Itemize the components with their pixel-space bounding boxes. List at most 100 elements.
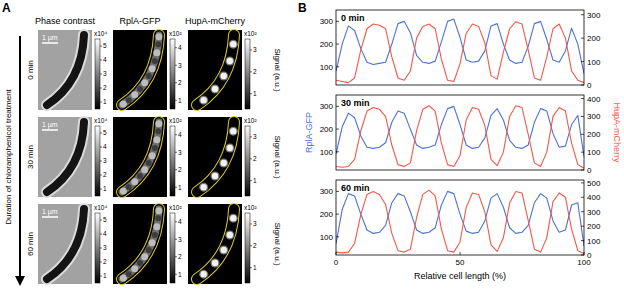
y2-tick-label: 300	[587, 112, 601, 121]
y2-tick	[581, 98, 584, 99]
colorbar-tick	[175, 152, 177, 153]
colorbar-tick-label: 4	[103, 143, 107, 150]
nucleoid-halo	[229, 40, 238, 49]
ribosome-region	[153, 136, 160, 143]
y2-tick	[581, 182, 584, 183]
cell	[47, 122, 84, 192]
colorbar-tick	[175, 256, 177, 257]
colorbar-tick-label: 2	[178, 253, 182, 260]
y-tick	[336, 44, 339, 45]
colorbar-tick	[250, 267, 252, 268]
colorbar-tick	[250, 223, 252, 224]
y2-tick-label: 300	[587, 11, 601, 20]
micrograph	[113, 30, 167, 110]
nucleoid	[212, 260, 218, 266]
nucleoid-shadow	[146, 73, 152, 79]
colorbar-tick-label: 1	[178, 271, 182, 278]
panel-label: A	[2, 1, 11, 15]
ribosome-region	[131, 265, 138, 272]
colorbar	[95, 39, 100, 109]
nucleoid-halo	[211, 259, 220, 268]
y2-tick	[581, 255, 584, 256]
y2-tick	[581, 226, 584, 227]
nucleoid-halo	[225, 231, 234, 240]
nucleoid-shadow	[137, 260, 143, 266]
image-background	[38, 204, 92, 284]
cell-halo	[47, 122, 84, 192]
x-tick-label: 100	[577, 258, 591, 267]
y2-tick	[581, 85, 584, 86]
colorbar-tick	[250, 180, 252, 181]
row-label: 0 min	[26, 60, 35, 80]
colorbar	[170, 213, 175, 283]
y2-tick	[581, 211, 584, 212]
colorbar-tick	[100, 46, 102, 47]
colorbar-tick	[100, 276, 102, 277]
arrow-shaft	[19, 36, 21, 278]
nucleoid-halo	[199, 183, 208, 192]
colorbar-exponent: x10²	[244, 117, 257, 124]
colorbar-tick	[100, 88, 102, 89]
cell-interior	[197, 35, 234, 105]
colorbar-tick-label: 1	[178, 97, 182, 104]
y2-tick	[581, 116, 584, 117]
scale-bar-label: 1 µm	[42, 34, 58, 42]
nucleoid-halo	[199, 96, 208, 105]
colorbar-tick	[175, 221, 177, 222]
y-tick	[336, 21, 339, 22]
colorbar-tick-label: 3	[178, 62, 182, 69]
plot-area	[336, 19, 584, 83]
cell-halo	[47, 35, 84, 105]
colorbar-tick	[250, 245, 252, 246]
colorbar-tick	[100, 262, 102, 263]
nucleoid	[227, 145, 233, 151]
nucleoid-halo	[199, 270, 208, 279]
column-header: RplA-GFP	[119, 16, 160, 26]
cell-outline	[197, 122, 234, 192]
y-tick	[336, 106, 339, 107]
ribosome-region	[141, 79, 148, 86]
scale-bar-label: 1 µm	[42, 121, 58, 129]
nucleoid	[200, 97, 206, 103]
colorbar-exponent: x10²	[169, 117, 182, 124]
nucleoid	[212, 86, 218, 92]
y-tick-label: 100	[320, 148, 334, 157]
x-tick	[460, 252, 461, 255]
y-tick	[336, 236, 339, 237]
colorbar-tick-label: 1	[103, 98, 107, 105]
colorbar	[245, 213, 250, 283]
data-line	[336, 190, 584, 253]
scale-bar-label: 1 µm	[42, 208, 58, 216]
y2-tick-label: 200	[587, 34, 601, 43]
y2-tick-label: 100	[587, 148, 601, 157]
data-line	[336, 106, 584, 156]
colorbar-tick	[100, 248, 102, 249]
ribosome-region	[141, 253, 148, 260]
y-tick-label: 100	[320, 233, 334, 242]
colorbar	[170, 126, 175, 196]
x-tick-label: 50	[456, 258, 465, 267]
plot-frame	[336, 180, 584, 255]
colorbar-exponent: x10²	[244, 204, 257, 211]
nucleoid-shadow	[137, 173, 143, 179]
colorbar-tick-label: 5	[103, 129, 107, 136]
y2-tick-label: 300	[587, 208, 601, 217]
colorbar-tick	[175, 100, 177, 101]
colorbar-tick	[100, 102, 102, 103]
scale-bar	[42, 216, 58, 218]
y2-tick-label: 0	[587, 166, 592, 175]
x-tick	[336, 252, 337, 255]
y-tick	[336, 191, 339, 192]
nucleoid	[230, 128, 236, 134]
cell-interior	[122, 35, 159, 105]
data-line	[336, 22, 584, 83]
x-axis-label: Relative cell length (%)	[414, 271, 506, 281]
colorbar-exponent: x10⁴	[94, 30, 107, 37]
y2-tick	[581, 14, 584, 15]
colorbar-label: Signal (a.u.)	[273, 48, 282, 91]
time-label: 0 min	[341, 13, 365, 23]
y2-tick-label: 200	[587, 130, 601, 139]
colorbar-tick-label: 2	[103, 258, 107, 265]
colorbar-tick	[175, 169, 177, 170]
y-tick-label: 200	[320, 40, 334, 49]
